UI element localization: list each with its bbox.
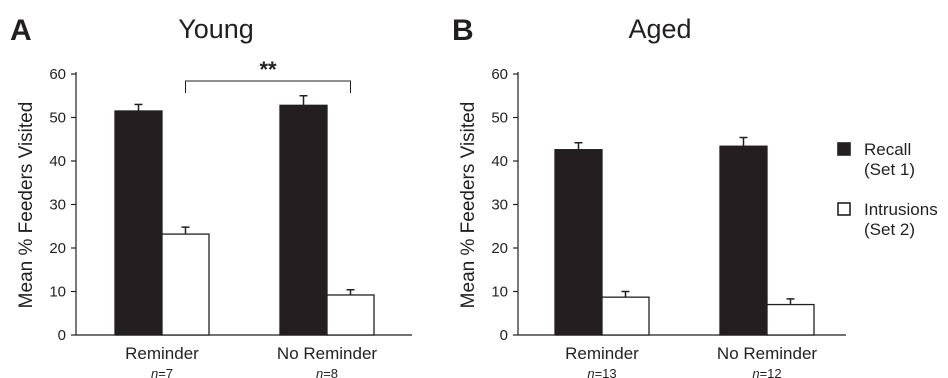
sample-size-n: n xyxy=(587,366,594,378)
sample-size-value: =12 xyxy=(760,366,782,378)
y-tick-label: 0 xyxy=(58,327,66,344)
x-category-label: Reminder xyxy=(565,344,639,363)
x-category-label: No Reminder xyxy=(717,344,817,363)
y-tick-label: 60 xyxy=(491,66,508,83)
x-category-label: No Reminder xyxy=(277,344,377,363)
y-tick-label: 10 xyxy=(491,284,508,301)
significance-stars: ** xyxy=(259,57,277,82)
panel-title: Young xyxy=(178,14,254,44)
y-tick-label: 50 xyxy=(49,110,66,127)
panel-b: B Aged Mean % Feeders Visited 0 10 20 30 40 50 60… xyxy=(452,14,846,378)
sample-size-n: n xyxy=(752,366,759,378)
y-tick-label: 10 xyxy=(49,284,66,301)
y-axis-label: Mean % Feeders Visited xyxy=(16,102,37,309)
sample-size-value: =8 xyxy=(323,366,338,378)
legend-label: Recall xyxy=(864,140,911,159)
legend-swatch xyxy=(837,202,851,216)
bar-intrusions xyxy=(601,296,650,336)
bar-recall xyxy=(719,145,768,336)
panel-a: A Young Mean % Feeders Visited 0 10 20 30 40 50 6… xyxy=(10,14,412,378)
legend-sublabel: (Set 1) xyxy=(864,160,915,179)
sample-size-label: n=13 xyxy=(587,366,616,378)
x-category-label: Reminder xyxy=(125,344,199,363)
legend: Recall(Set 1) Intrusions(Set 2) xyxy=(837,140,938,239)
sample-size-value: =13 xyxy=(595,366,617,378)
panel-title: Aged xyxy=(628,14,691,44)
bar-intrusions xyxy=(766,303,815,336)
sample-size-n: n xyxy=(151,366,158,378)
bar-recall xyxy=(114,110,163,336)
bar-intrusions xyxy=(326,294,375,336)
legend-label: Intrusions xyxy=(864,200,938,219)
y-tick-label: 0 xyxy=(500,327,508,344)
y-tick-label: 20 xyxy=(491,240,508,257)
bar-intrusions xyxy=(161,233,210,336)
panel-letter: A xyxy=(10,14,32,47)
y-tick-label: 50 xyxy=(491,110,508,127)
y-tick-label: 60 xyxy=(49,66,66,83)
sample-size-label: n=7 xyxy=(151,366,173,378)
sample-size-n: n xyxy=(316,366,323,378)
sample-size-label: n=8 xyxy=(316,366,338,378)
y-tick-label: 30 xyxy=(49,197,66,214)
y-tick-label: 40 xyxy=(491,153,508,170)
sample-size-value: =7 xyxy=(158,366,173,378)
sample-size-label: n=12 xyxy=(752,366,781,378)
legend-swatch xyxy=(837,142,851,156)
panel-letter: B xyxy=(452,14,474,47)
bar-recall xyxy=(279,104,328,336)
y-axis-label: Mean % Feeders Visited xyxy=(458,102,479,309)
y-tick-label: 40 xyxy=(49,153,66,170)
bar-recall xyxy=(554,149,603,336)
legend-sublabel: (Set 2) xyxy=(864,220,915,239)
y-tick-label: 20 xyxy=(49,240,66,257)
y-tick-label: 30 xyxy=(491,197,508,214)
significance-bracket xyxy=(185,80,351,93)
